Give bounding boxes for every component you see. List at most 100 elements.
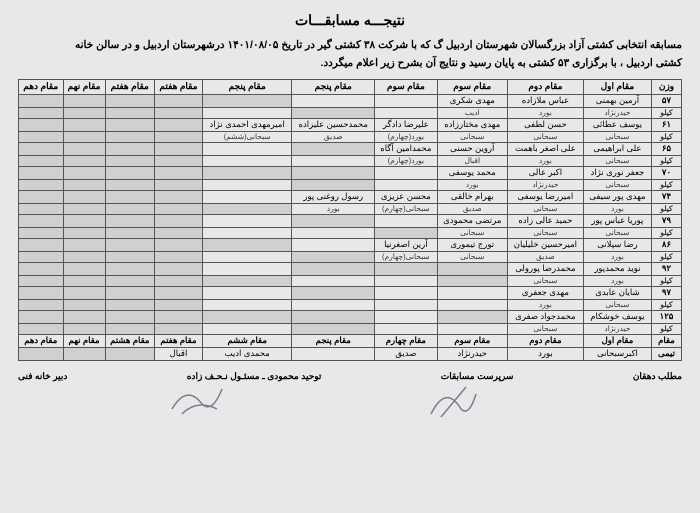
signature-2 (421, 379, 481, 419)
athlete-cell: شایان عابدی (583, 286, 651, 299)
club-cell (292, 179, 375, 190)
athlete-cell: آرمین بهمنی (583, 94, 651, 107)
club-cell (375, 299, 438, 310)
header-cell: مقام پنجم (292, 79, 375, 94)
club-cell: سبحانی (583, 155, 651, 166)
athlete-cell (19, 190, 64, 203)
table-row: ۷۰جعفر نوری نژاداکبر عالیمحمد یوسفی (19, 166, 682, 179)
athlete-cell (375, 310, 438, 323)
athlete-cell (63, 310, 105, 323)
club-cell (105, 203, 154, 214)
club-cell (63, 179, 105, 190)
table-row: ۹۲نوید محمدپورمحمدرضا پورولی (19, 262, 682, 275)
club-cell: حیدرنژاد (583, 107, 651, 118)
footer-label-4: مطلب دهقان (633, 371, 682, 381)
athlete-cell (292, 94, 375, 107)
club-row: کیلوسبحانیبورداقبالبورد(چهارم) (19, 155, 682, 166)
summary-header-cell: مقام چهارم (375, 334, 438, 347)
club-cell (105, 275, 154, 286)
weight-cell: ۶۱ (652, 118, 682, 131)
athlete-cell (19, 118, 64, 131)
summary-cell (19, 347, 64, 360)
athlete-cell: آرین اصغرنیا (375, 238, 438, 251)
athlete-cell: محمد یوسفی (437, 166, 507, 179)
athlete-cell: اکبر عالی (507, 166, 583, 179)
athlete-cell (203, 166, 292, 179)
club-cell: کیلو (652, 227, 682, 238)
weight-cell: ۵۷ (652, 94, 682, 107)
athlete-cell (154, 190, 202, 203)
athlete-cell (105, 118, 154, 131)
summary-cell (292, 347, 375, 360)
athlete-cell (375, 286, 438, 299)
athlete-cell (292, 286, 375, 299)
athlete-cell (19, 286, 64, 299)
athlete-cell (203, 310, 292, 323)
club-cell: سبحانی (437, 251, 507, 262)
summary-cell: محمدی ادیب (203, 347, 292, 360)
athlete-cell (105, 94, 154, 107)
club-cell (437, 299, 507, 310)
summary-header-cell: مقام هشتم (105, 334, 154, 347)
club-cell (292, 155, 375, 166)
club-cell (154, 227, 202, 238)
subtitle: مسابقه انتخابی کشتی آزاد بزرگسالان شهرست… (18, 37, 682, 73)
athlete-cell (19, 310, 64, 323)
athlete-cell (19, 214, 64, 227)
athlete-cell (105, 310, 154, 323)
weight-cell: ۹۷ (652, 286, 682, 299)
club-cell: سبحانی (583, 227, 651, 238)
club-cell (19, 131, 64, 142)
header-cell: مقام هفتم (105, 79, 154, 94)
athlete-cell (154, 142, 202, 155)
athlete-cell (375, 214, 438, 227)
club-row: کیلوسبحانیبورد (19, 299, 682, 310)
athlete-cell (105, 190, 154, 203)
weight-cell: مقام (652, 334, 682, 347)
athlete-cell (203, 262, 292, 275)
club-cell (437, 323, 507, 334)
header-cell: مقام هفتم (154, 79, 202, 94)
athlete-cell: محمدجواد صفری (507, 310, 583, 323)
athlete-cell: محمدامین آگاه (375, 142, 438, 155)
club-cell: سبحانی (437, 131, 507, 142)
club-cell (375, 179, 438, 190)
club-cell: کیلو (652, 131, 682, 142)
athlete-cell (19, 142, 64, 155)
athlete-cell: مرتضی محمودی (437, 214, 507, 227)
club-cell: کیلو (652, 299, 682, 310)
summary-cell: اکبرسبحانی (583, 347, 651, 360)
table-row: ۷۹پوریا عباس پورحمید عالی زادهمرتضی محمو… (19, 214, 682, 227)
athlete-cell (19, 94, 64, 107)
header-cell: مقام پنجم (203, 79, 292, 94)
athlete-cell: محمدحسین علیزاده (292, 118, 375, 131)
athlete-cell (203, 238, 292, 251)
athlete-cell (19, 262, 64, 275)
club-cell (203, 203, 292, 214)
club-cell: سبحانی (507, 323, 583, 334)
header-cell: مقام دوم (507, 79, 583, 94)
athlete-cell: یوسف عطائی (583, 118, 651, 131)
athlete-cell: امیرحسین خلیلیان (507, 238, 583, 251)
athlete-cell: جعفر نوری نژاد (583, 166, 651, 179)
athlete-cell (19, 166, 64, 179)
athlete-cell (154, 238, 202, 251)
athlete-cell: عباس ملازاده (507, 94, 583, 107)
club-cell: بورد (437, 179, 507, 190)
weight-cell: ۹۲ (652, 262, 682, 275)
header-row: وزنمقام اولمقام دوممقام سوممقام سوممقام … (19, 79, 682, 94)
club-cell: سبحانی(چهارم) (375, 203, 438, 214)
athlete-cell (375, 94, 438, 107)
club-cell (292, 275, 375, 286)
athlete-cell: امیررضا یوسفی (507, 190, 583, 203)
summary-header-cell: مقام اول (583, 334, 651, 347)
weight-cell: ۶۵ (652, 142, 682, 155)
club-cell: حیدرنژاد (583, 323, 651, 334)
results-table: وزنمقام اولمقام دوممقام سوممقام سوممقام … (18, 79, 682, 361)
athlete-cell (292, 214, 375, 227)
summary-row: تیمیاکبرسبحانیبوردحیدرنژادصدیق محمدی ادی… (19, 347, 682, 360)
summary-cell: حیدرنژاد (437, 347, 507, 360)
athlete-cell (63, 190, 105, 203)
weight-cell: ۸۶ (652, 238, 682, 251)
club-cell: سبحانی (507, 227, 583, 238)
